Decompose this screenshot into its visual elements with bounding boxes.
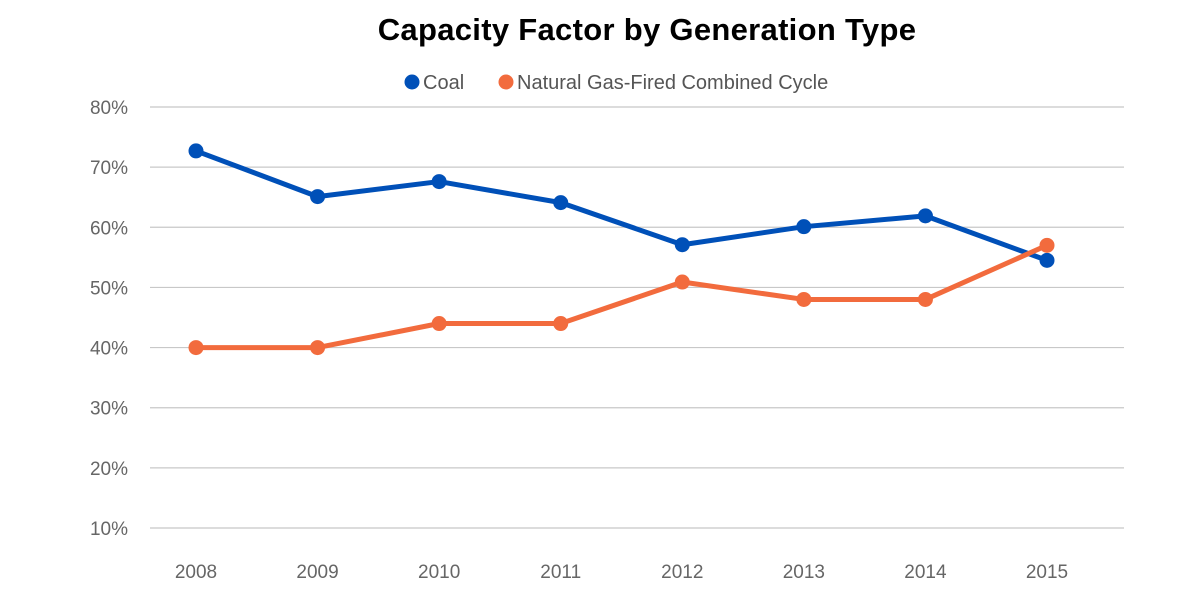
y-tick-label: 80% <box>90 98 128 119</box>
y-tick-label: 50% <box>90 278 128 299</box>
data-point <box>917 208 933 224</box>
data-point <box>553 195 569 211</box>
legend-label: Natural Gas-Fired Combined Cycle <box>517 72 828 94</box>
x-tick-label: 2015 <box>1026 562 1068 583</box>
chart-title: Capacity Factor by Generation Type <box>377 12 917 47</box>
y-tick-label: 60% <box>90 218 128 239</box>
data-point <box>553 316 569 332</box>
data-point <box>796 219 812 235</box>
x-tick-label: 2013 <box>783 562 825 583</box>
x-tick-label: 2011 <box>540 562 581 583</box>
x-axis-tick-labels: 2008 2009 2010 2011 2012 2013 2014 2015 <box>175 562 1068 583</box>
data-point <box>310 340 326 356</box>
data-point <box>431 174 447 190</box>
legend-marker <box>498 74 514 90</box>
y-tick-label: 70% <box>90 158 128 179</box>
gridlines <box>150 106 1124 529</box>
data-point <box>188 340 204 356</box>
series-line-1 <box>193 242 1050 351</box>
y-tick-label: 30% <box>90 399 128 420</box>
y-axis-tick-labels: 10% 20% 30% 40% 50% 60% 70% 80% <box>90 98 128 540</box>
legend-label: Coal <box>423 72 464 94</box>
series-lines <box>188 143 1055 356</box>
data-point <box>1039 237 1055 253</box>
legend-marker <box>404 74 420 90</box>
data-point <box>188 143 204 159</box>
data-point <box>310 189 326 205</box>
data-point <box>674 237 690 253</box>
x-tick-label: 2014 <box>904 562 947 583</box>
legend: Coal Natural Gas-Fired Combined Cycle <box>404 72 828 94</box>
data-point <box>431 316 447 332</box>
y-tick-label: 40% <box>90 339 128 360</box>
x-tick-label: 2010 <box>418 562 460 583</box>
data-point <box>917 291 933 307</box>
data-point <box>796 291 812 307</box>
x-tick-label: 2012 <box>661 562 703 583</box>
data-point <box>674 274 690 290</box>
data-point <box>1039 252 1055 268</box>
x-tick-label: 2009 <box>296 562 338 583</box>
y-tick-label: 10% <box>90 519 128 540</box>
series-line-0 <box>193 148 1050 263</box>
x-tick-label: 2008 <box>175 562 217 583</box>
y-tick-label: 20% <box>90 459 128 480</box>
